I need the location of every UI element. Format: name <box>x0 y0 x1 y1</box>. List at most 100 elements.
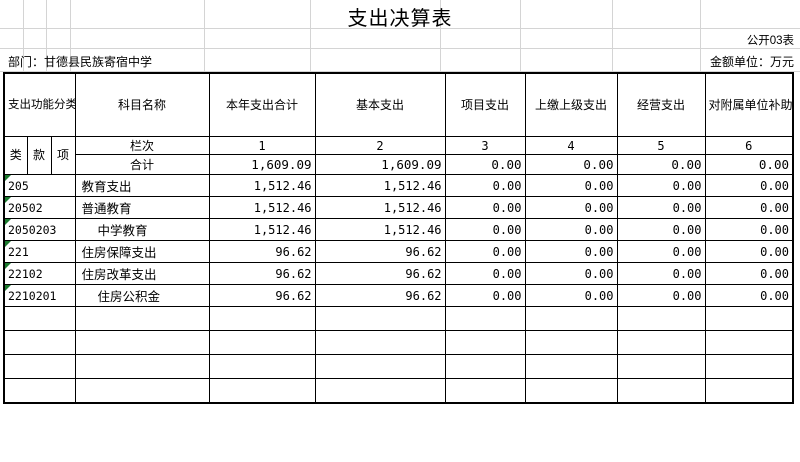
row-value-3: 0.00 <box>444 218 526 241</box>
empty-cell <box>2 354 76 379</box>
row-value-5: 0.00 <box>616 240 706 263</box>
total-row: 合计 1,609.09 1,609.09 0.00 0.00 0.00 0.00 <box>4 154 795 175</box>
row-value-4: 0.00 <box>524 240 618 263</box>
row-subject-name: 中学教育 <box>74 218 210 241</box>
row-code: 221 <box>2 240 76 263</box>
total-label: 合计 <box>74 154 210 175</box>
empty-cell <box>314 306 446 331</box>
row-value-6: 0.00 <box>704 218 795 241</box>
row-value-1: 96.62 <box>208 262 316 285</box>
empty-cell <box>444 330 526 355</box>
total-value-3: 0.00 <box>444 154 526 175</box>
table-row: 205 教育支出 1,512.46 1,512.46 0.00 0.00 0.00 0.00 <box>2 174 795 197</box>
empty-cell <box>616 378 706 404</box>
empty-table-row <box>2 330 795 355</box>
empty-cell <box>704 306 795 331</box>
row-value-5: 0.00 <box>616 262 706 285</box>
empty-cell <box>444 354 526 379</box>
row-value-3: 0.00 <box>444 262 526 285</box>
row-value-2: 1,512.46 <box>314 174 446 197</box>
grid-hline <box>0 48 800 49</box>
row-value-4: 0.00 <box>524 218 618 241</box>
row-value-1: 1,512.46 <box>208 218 316 241</box>
error-flag-icon <box>6 219 11 225</box>
row-value-5: 0.00 <box>616 218 706 241</box>
empty-cell <box>524 306 618 331</box>
row-value-4: 0.00 <box>524 174 618 197</box>
header-row-main: 支出功能分类科目编码 科目名称 本年支出合计 基本支出 项目支出 上缴上级支出 … <box>2 72 795 137</box>
row-value-5: 0.00 <box>616 284 706 307</box>
empty-cell <box>208 354 316 379</box>
row-value-2: 96.62 <box>314 240 446 263</box>
total-value-5: 0.00 <box>616 154 706 175</box>
row-value-6: 0.00 <box>704 284 795 307</box>
row-value-5: 0.00 <box>616 174 706 197</box>
row-value-4: 0.00 <box>524 262 618 285</box>
row-code: 20502 <box>2 196 76 219</box>
empty-cell <box>74 378 210 404</box>
row-code: 2210201 <box>2 284 76 307</box>
empty-table-row <box>2 306 795 331</box>
total-value-1: 1,609.09 <box>208 154 316 175</box>
header-basic-expenditure: 基本支出 <box>314 72 446 137</box>
empty-cell <box>208 330 316 355</box>
empty-cell <box>616 354 706 379</box>
row-value-2: 1,512.46 <box>314 196 446 219</box>
form-number-label: 公开03表 <box>746 35 794 47</box>
row-subject-name: 教育支出 <box>74 174 210 197</box>
empty-cell <box>704 378 795 404</box>
row-value-2: 1,512.46 <box>314 218 446 241</box>
empty-cell <box>2 306 76 331</box>
empty-cell <box>314 330 446 355</box>
expenditure-table: 支出功能分类科目编码 科目名称 本年支出合计 基本支出 项目支出 上缴上级支出 … <box>2 72 795 404</box>
table-row: 20502 普通教育 1,512.46 1,512.46 0.00 0.00 0.00 0.0… <box>2 196 795 219</box>
error-flag-icon <box>6 175 11 181</box>
table-row: 2210201 住房公积金 96.62 96.62 0.00 0.00 0.00 0.00 <box>2 284 795 307</box>
row-code: 22102 <box>2 262 76 285</box>
total-value-4: 0.00 <box>524 154 618 175</box>
row-value-3: 0.00 <box>444 196 526 219</box>
empty-cell <box>208 378 316 404</box>
row-value-4: 0.00 <box>524 284 618 307</box>
empty-cell <box>616 330 706 355</box>
header-current-year-total: 本年支出合计 <box>208 72 316 137</box>
document-header: 支出决算表 公开03表 部门：甘德县民族寄宿中学 金额单位：万元 <box>0 0 800 72</box>
empty-cell <box>524 330 618 355</box>
total-value-6: 0.00 <box>704 154 795 175</box>
row-subject-name: 住房保障支出 <box>74 240 210 263</box>
empty-cell <box>74 354 210 379</box>
department-label: 部门：甘德县民族寄宿中学 <box>8 55 153 69</box>
header-code-class: 类 <box>3 136 28 175</box>
header-remit-to-superior: 上缴上级支出 <box>524 72 618 137</box>
row-value-1: 96.62 <box>208 240 316 263</box>
row-value-1: 96.62 <box>208 284 316 307</box>
rank-col-4: 4 <box>524 136 618 155</box>
empty-cell <box>704 354 795 379</box>
header-code-detail: 项 <box>50 136 76 175</box>
row-value-1: 1,512.46 <box>208 174 316 197</box>
page-title: 支出决算表 <box>347 6 453 30</box>
row-value-6: 0.00 <box>704 174 795 197</box>
row-code: 2050203 <box>2 218 76 241</box>
row-subject-name: 住房改革支出 <box>74 262 210 285</box>
row-value-2: 96.62 <box>314 284 446 307</box>
empty-cell <box>524 354 618 379</box>
table-body: 205 教育支出 1,512.46 1,512.46 0.00 0.00 0.00 0.00 2… <box>2 174 795 404</box>
error-flag-icon <box>6 197 11 203</box>
amount-unit-label: 金额单位：万元 <box>709 55 794 69</box>
empty-table-row <box>2 354 795 379</box>
error-flag-icon <box>6 285 11 291</box>
table-head: 支出功能分类科目编码 科目名称 本年支出合计 基本支出 项目支出 上缴上级支出 … <box>2 72 795 175</box>
table-row: 22102 住房改革支出 96.62 96.62 0.00 0.00 0.00 0.00 <box>2 262 795 285</box>
empty-cell <box>2 378 76 404</box>
header-code-item: 款 <box>26 136 52 175</box>
rank-col-1: 1 <box>208 136 316 155</box>
header-subsidy-to-affiliates: 对附属单位补助支出 <box>704 72 795 137</box>
rank-col-5: 5 <box>616 136 706 155</box>
row-value-1: 1,512.46 <box>208 196 316 219</box>
header-row-rank: 类 款 项 栏次 1 2 3 4 5 6 <box>3 136 795 175</box>
empty-cell <box>74 306 210 331</box>
empty-cell <box>2 330 76 355</box>
error-flag-icon <box>6 241 11 247</box>
row-value-3: 0.00 <box>444 284 526 307</box>
